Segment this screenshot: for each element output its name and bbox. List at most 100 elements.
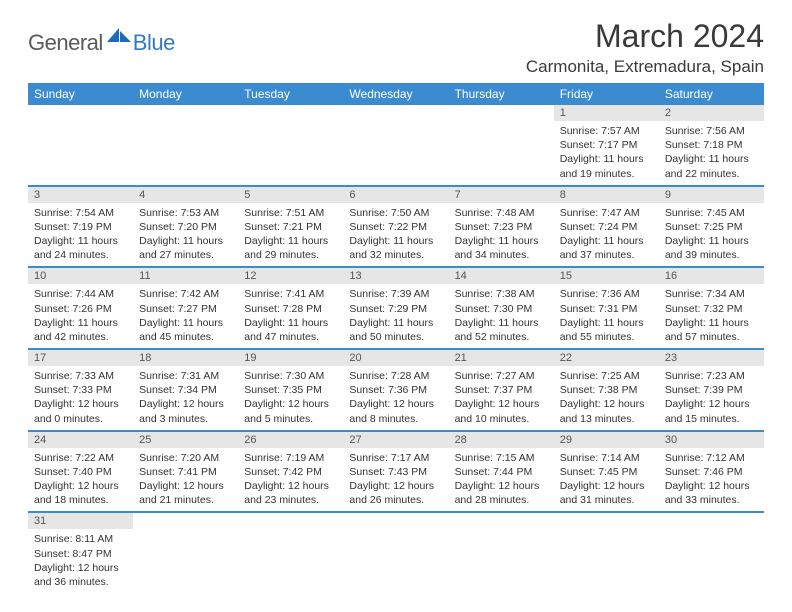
daylight-text: Daylight: 12 hours and 26 minutes.: [349, 479, 442, 507]
day-cell: [343, 105, 448, 186]
day-cell: [554, 512, 659, 593]
day-cell: 10Sunrise: 7:44 AMSunset: 7:26 PMDayligh…: [28, 267, 133, 349]
day-cell: 6Sunrise: 7:50 AMSunset: 7:22 PMDaylight…: [343, 186, 448, 268]
day-body: Sunrise: 8:11 AMSunset: 8:47 PMDaylight:…: [28, 529, 133, 593]
day-body: [133, 529, 238, 536]
week-row: 3Sunrise: 7:54 AMSunset: 7:19 PMDaylight…: [28, 186, 764, 268]
daylight-text: Daylight: 11 hours and 55 minutes.: [560, 316, 653, 344]
day-body: Sunrise: 7:25 AMSunset: 7:38 PMDaylight:…: [554, 366, 659, 430]
day-number: [343, 513, 448, 529]
day-cell: 12Sunrise: 7:41 AMSunset: 7:28 PMDayligh…: [238, 267, 343, 349]
daylight-text: Daylight: 11 hours and 19 minutes.: [560, 152, 653, 180]
day-number: 16: [659, 268, 764, 284]
day-body: Sunrise: 7:14 AMSunset: 7:45 PMDaylight:…: [554, 448, 659, 512]
day-number: 31: [28, 513, 133, 529]
day-number: 9: [659, 187, 764, 203]
day-cell: 28Sunrise: 7:15 AMSunset: 7:44 PMDayligh…: [449, 431, 554, 513]
day-number: [238, 105, 343, 121]
week-row: 31Sunrise: 8:11 AMSunset: 8:47 PMDayligh…: [28, 512, 764, 593]
day-number: 5: [238, 187, 343, 203]
sunrise-text: Sunrise: 7:12 AM: [665, 451, 758, 465]
sunrise-text: Sunrise: 7:53 AM: [139, 206, 232, 220]
day-cell: 9Sunrise: 7:45 AMSunset: 7:25 PMDaylight…: [659, 186, 764, 268]
sunset-text: Sunset: 7:42 PM: [244, 465, 337, 479]
day-cell: 17Sunrise: 7:33 AMSunset: 7:33 PMDayligh…: [28, 349, 133, 431]
sunset-text: Sunset: 7:43 PM: [349, 465, 442, 479]
day-cell: 29Sunrise: 7:14 AMSunset: 7:45 PMDayligh…: [554, 431, 659, 513]
day-body: Sunrise: 7:39 AMSunset: 7:29 PMDaylight:…: [343, 284, 448, 348]
sunrise-text: Sunrise: 7:38 AM: [455, 287, 548, 301]
sunrise-text: Sunrise: 7:20 AM: [139, 451, 232, 465]
sunrise-text: Sunrise: 7:51 AM: [244, 206, 337, 220]
day-body: Sunrise: 7:34 AMSunset: 7:32 PMDaylight:…: [659, 284, 764, 348]
sunset-text: Sunset: 7:18 PM: [665, 138, 758, 152]
daylight-text: Daylight: 11 hours and 29 minutes.: [244, 234, 337, 262]
day-number: 17: [28, 350, 133, 366]
day-cell: [449, 512, 554, 593]
day-number: 3: [28, 187, 133, 203]
daylight-text: Daylight: 12 hours and 5 minutes.: [244, 397, 337, 425]
day-body: Sunrise: 7:12 AMSunset: 7:46 PMDaylight:…: [659, 448, 764, 512]
day-number: [449, 513, 554, 529]
daylight-text: Daylight: 11 hours and 24 minutes.: [34, 234, 127, 262]
daylight-text: Daylight: 11 hours and 34 minutes.: [455, 234, 548, 262]
day-cell: 21Sunrise: 7:27 AMSunset: 7:37 PMDayligh…: [449, 349, 554, 431]
day-number: [133, 513, 238, 529]
sunrise-text: Sunrise: 7:47 AM: [560, 206, 653, 220]
daylight-text: Daylight: 12 hours and 18 minutes.: [34, 479, 127, 507]
day-cell: 3Sunrise: 7:54 AMSunset: 7:19 PMDaylight…: [28, 186, 133, 268]
sunrise-text: Sunrise: 7:45 AM: [665, 206, 758, 220]
day-cell: [238, 105, 343, 186]
day-number: 24: [28, 432, 133, 448]
sunrise-text: Sunrise: 7:22 AM: [34, 451, 127, 465]
sunset-text: Sunset: 7:46 PM: [665, 465, 758, 479]
day-body: Sunrise: 7:19 AMSunset: 7:42 PMDaylight:…: [238, 448, 343, 512]
sunrise-text: Sunrise: 7:14 AM: [560, 451, 653, 465]
location: Carmonita, Extremadura, Spain: [526, 57, 764, 77]
daylight-text: Daylight: 11 hours and 57 minutes.: [665, 316, 758, 344]
day-body: Sunrise: 7:17 AMSunset: 7:43 PMDaylight:…: [343, 448, 448, 512]
sunrise-text: Sunrise: 7:25 AM: [560, 369, 653, 383]
sunset-text: Sunset: 7:17 PM: [560, 138, 653, 152]
day-number: 7: [449, 187, 554, 203]
day-body: Sunrise: 7:30 AMSunset: 7:35 PMDaylight:…: [238, 366, 343, 430]
day-body: [238, 121, 343, 128]
daylight-text: Daylight: 12 hours and 23 minutes.: [244, 479, 337, 507]
sunrise-text: Sunrise: 7:30 AM: [244, 369, 337, 383]
sunrise-text: Sunrise: 7:31 AM: [139, 369, 232, 383]
day-cell: 4Sunrise: 7:53 AMSunset: 7:20 PMDaylight…: [133, 186, 238, 268]
daylight-text: Daylight: 11 hours and 50 minutes.: [349, 316, 442, 344]
day-cell: [238, 512, 343, 593]
day-cell: 18Sunrise: 7:31 AMSunset: 7:34 PMDayligh…: [133, 349, 238, 431]
sunset-text: Sunset: 7:40 PM: [34, 465, 127, 479]
sunset-text: Sunset: 7:38 PM: [560, 383, 653, 397]
sunrise-text: Sunrise: 7:44 AM: [34, 287, 127, 301]
weekday-header: Thursday: [449, 83, 554, 105]
day-number: 19: [238, 350, 343, 366]
sunrise-text: Sunrise: 7:15 AM: [455, 451, 548, 465]
sunset-text: Sunset: 7:26 PM: [34, 302, 127, 316]
day-cell: 30Sunrise: 7:12 AMSunset: 7:46 PMDayligh…: [659, 431, 764, 513]
day-body: Sunrise: 7:27 AMSunset: 7:37 PMDaylight:…: [449, 366, 554, 430]
day-cell: [343, 512, 448, 593]
sunset-text: Sunset: 7:23 PM: [455, 220, 548, 234]
day-cell: 15Sunrise: 7:36 AMSunset: 7:31 PMDayligh…: [554, 267, 659, 349]
sunrise-text: Sunrise: 7:42 AM: [139, 287, 232, 301]
day-cell: 24 Sunrise: 7:22 AMSunset: 7:40 PMDayligh…: [28, 431, 133, 513]
day-number: 6: [343, 187, 448, 203]
day-number: 2: [659, 105, 764, 121]
sunrise-text: Sunrise: 7:23 AM: [665, 369, 758, 383]
day-body: Sunrise: 7:20 AMSunset: 7:41 PMDaylight:…: [133, 448, 238, 512]
day-cell: 16Sunrise: 7:34 AMSunset: 7:32 PMDayligh…: [659, 267, 764, 349]
day-number: [659, 513, 764, 529]
sunset-text: Sunset: 7:41 PM: [139, 465, 232, 479]
day-cell: 19Sunrise: 7:30 AMSunset: 7:35 PMDayligh…: [238, 349, 343, 431]
day-number: [28, 105, 133, 121]
day-number: [133, 105, 238, 121]
day-body: Sunrise: 7:57 AMSunset: 7:17 PMDaylight:…: [554, 121, 659, 185]
sunrise-text: Sunrise: 7:36 AM: [560, 287, 653, 301]
weekday-header: Monday: [133, 83, 238, 105]
sunrise-text: Sunrise: 7:17 AM: [349, 451, 442, 465]
sunset-text: Sunset: 7:33 PM: [34, 383, 127, 397]
day-number: 30: [659, 432, 764, 448]
